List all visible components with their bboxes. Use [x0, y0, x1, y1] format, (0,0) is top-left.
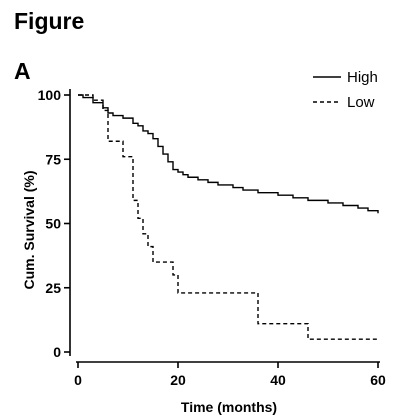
x-tick-label: 60	[370, 372, 386, 388]
y-tick-label: 100	[38, 87, 62, 103]
series-line-low	[78, 94, 378, 340]
figure-title: Figure	[14, 8, 85, 34]
y-tick-label: 75	[45, 151, 61, 167]
series-line-high	[78, 94, 379, 214]
y-axis-title: Cum. Survival (%)	[21, 170, 37, 289]
y-tick-label: 0	[53, 344, 61, 360]
x-tick-label: 40	[270, 372, 286, 388]
legend-label-high: High	[347, 69, 378, 86]
panel-letter: A	[14, 58, 31, 84]
x-tick-label: 0	[74, 372, 82, 388]
x-tick-label: 20	[170, 372, 186, 388]
x-axis-title: Time (months)	[181, 399, 277, 415]
axes: 0 25 50 75 100 0 20 40 60	[38, 87, 386, 388]
legend: High Low	[313, 69, 378, 111]
y-tick-label: 50	[45, 216, 61, 232]
y-tick-label: 25	[45, 280, 61, 296]
legend-label-low: Low	[347, 94, 375, 111]
series-layer	[78, 94, 379, 340]
